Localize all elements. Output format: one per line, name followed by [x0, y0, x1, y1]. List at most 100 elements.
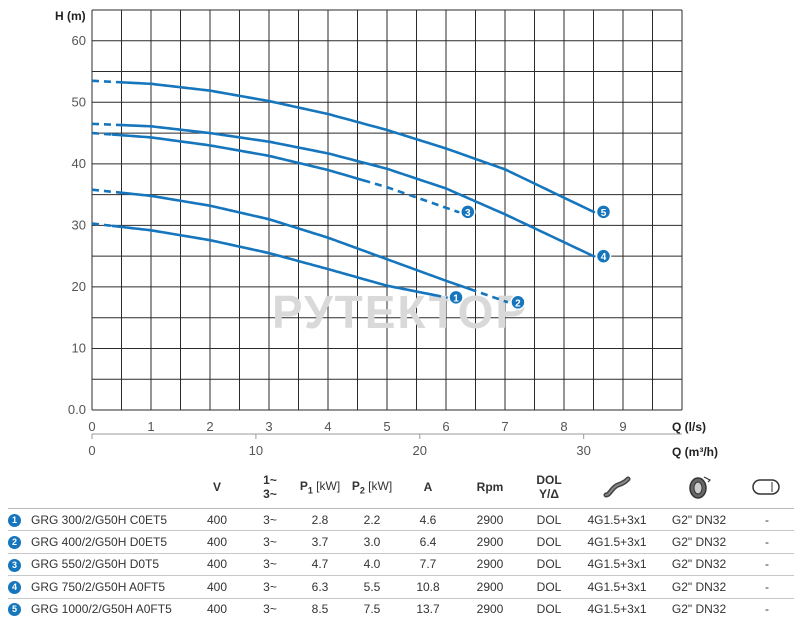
- cell-outlet: G2" DN32: [658, 507, 740, 531]
- x-tick-label: 1: [147, 419, 154, 434]
- series-3-line: [111, 133, 365, 182]
- cell-amps: 10.8: [398, 575, 458, 599]
- discharge-flange-icon: [689, 476, 712, 499]
- cell-cable: 4G1.5+3x1: [576, 507, 658, 531]
- series-2-start-dashed: [91, 188, 119, 194]
- series-4-label: 4: [601, 252, 607, 263]
- cell-float: -: [740, 597, 794, 620]
- header-p1: P1 [kW]: [294, 466, 346, 509]
- series-4-badge: [595, 248, 612, 264]
- series-5-badge: [595, 204, 612, 220]
- series-3-label: 3: [465, 208, 471, 219]
- chart-grid: [91, 9, 683, 411]
- chart-series: 1 2 3 4 5: [91, 79, 612, 311]
- cell-cable: 4G1.5+3x1: [576, 552, 658, 576]
- cell-phase: 3~: [246, 552, 294, 576]
- header-rpm: Rpm: [458, 466, 522, 509]
- y-tick-label: 60: [72, 33, 86, 48]
- row-number-badge: 3: [8, 558, 21, 572]
- cell-outlet: G2" DN32: [658, 530, 740, 554]
- cell-float: -: [740, 530, 794, 554]
- series-5-label: 5: [601, 208, 607, 219]
- cell-p2: 5.5: [346, 575, 398, 599]
- x-tick-label: 3: [265, 419, 272, 434]
- table-row: 3 GRG 550/2/G50H D0T5 400 3~ 4.7 4.0 7.7 2900 DO…: [8, 552, 794, 576]
- cell-p2: 7.5: [346, 597, 398, 620]
- header-cable: [576, 466, 658, 509]
- cell-p2: 4.0: [346, 552, 398, 576]
- cell-p2: 2.2: [346, 507, 398, 531]
- chart-axes: 0.0 10 20 30 40 50 60 0 1 2 3 4 5 6 7 8 9 0 10 20 30: [68, 33, 682, 458]
- header-voltage: V: [188, 466, 246, 509]
- series-1-line: [111, 224, 436, 297]
- cable-icon: [603, 476, 631, 498]
- x2-tick-label: 10: [249, 443, 263, 458]
- cell-p1: 2.8: [294, 507, 346, 531]
- cell-amps: 4.6: [398, 507, 458, 531]
- cell-outlet: G2" DN32: [658, 575, 740, 599]
- cell-model: 1 GRG 300/2/G50H C0ET5: [8, 507, 188, 531]
- x-tick-label: 2: [206, 419, 213, 434]
- cell-p1: 8.5: [294, 597, 346, 620]
- table-row: 1 GRG 300/2/G50H C0ET5 400 3~ 2.8 2.2 4.6 2900 D…: [8, 507, 794, 531]
- model-label: GRG 550/2/G50H D0T5: [31, 557, 160, 572]
- watermark-text: РУТЕКТОР: [272, 286, 528, 338]
- series-3-start-dashed: [91, 131, 113, 136]
- cell-cable: 4G1.5+3x1: [576, 597, 658, 620]
- cell-voltage: 400: [188, 507, 246, 531]
- x-tick-label: 6: [442, 419, 449, 434]
- y-axis-title: H (m): [55, 9, 86, 23]
- series-2-badge: [510, 294, 526, 311]
- header-model: [8, 466, 188, 509]
- x2-tick-label: 30: [576, 443, 590, 458]
- x-axis-title: Q (l/s): [672, 420, 706, 434]
- cell-float: -: [740, 552, 794, 576]
- x2-tick-label: 20: [413, 443, 427, 458]
- header-p2: P2 [kW]: [346, 466, 398, 509]
- y-tick-label: 40: [72, 156, 86, 171]
- cell-dol: DOL: [522, 597, 576, 620]
- table-row: 5 GRG 1000/2/G50H A0FT5 400 3~ 8.5 7.5 13.7 290…: [8, 597, 794, 620]
- table-header-row: V 1~ 3~ P1 [kW] P2 [kW] A Rpm DOL Y/Δ: [8, 466, 794, 509]
- cell-amps: 7.7: [398, 552, 458, 576]
- y-tick-label: 0.0: [68, 402, 86, 417]
- cell-rpm: 2900: [458, 552, 522, 576]
- cell-outlet: G2" DN32: [658, 552, 740, 576]
- x2-axis-title: Q (m³/h): [672, 445, 718, 459]
- x-tick-label: 0: [88, 419, 95, 434]
- header-amps: A: [398, 466, 458, 509]
- header-dol: DOL Y/Δ: [522, 466, 576, 509]
- series-1-end-dashed: [433, 293, 448, 299]
- cell-rpm: 2900: [458, 507, 522, 531]
- x2-tick-label: 0: [88, 443, 95, 458]
- series-3-badge: [460, 204, 476, 220]
- cell-rpm: 2900: [458, 530, 522, 554]
- cell-voltage: 400: [188, 597, 246, 620]
- cell-dol: DOL: [522, 552, 576, 576]
- cell-float: -: [740, 507, 794, 531]
- series-2-label: 2: [515, 298, 521, 309]
- cell-model: 3 GRG 550/2/G50H D0T5: [8, 552, 188, 576]
- cell-phase: 3~: [246, 575, 294, 599]
- cell-model: 5 GRG 1000/2/G50H A0FT5: [8, 597, 188, 620]
- cell-amps: 6.4: [398, 530, 458, 554]
- row-number-badge: 1: [8, 513, 21, 527]
- y-tick-label: 20: [72, 279, 86, 294]
- table-row: 4 GRG 750/2/G50H A0FT5 400 3~ 6.3 5.5 10.8 2900…: [8, 575, 794, 599]
- series-2-line: [117, 191, 471, 291]
- cell-rpm: 2900: [458, 597, 522, 620]
- model-label: GRG 400/2/G50H D0ET5: [31, 534, 168, 549]
- series-2-end-dashed: [469, 287, 509, 304]
- model-label: GRG 300/2/G50H C0ET5: [31, 512, 168, 527]
- cell-p2: 3.0: [346, 530, 398, 554]
- cell-rpm: 2900: [458, 575, 522, 599]
- y-tick-label: 30: [72, 217, 86, 232]
- row-number-badge: 4: [8, 581, 21, 595]
- row-number-badge: 2: [8, 536, 21, 550]
- series-5-start-dashed: [91, 79, 122, 84]
- x-tick-label: 8: [560, 419, 567, 434]
- series-3-end-dashed: [363, 179, 460, 214]
- pump-performance-chart: РУТЕКТОР 0.0 10 20 30 40 50 60 0 1 2 3 4 5 6 7 8 9 0 10 20 3…: [55, 9, 718, 459]
- model-label: GRG 1000/2/G50H A0FT5: [31, 602, 172, 617]
- cell-cable: 4G1.5+3x1: [576, 530, 658, 554]
